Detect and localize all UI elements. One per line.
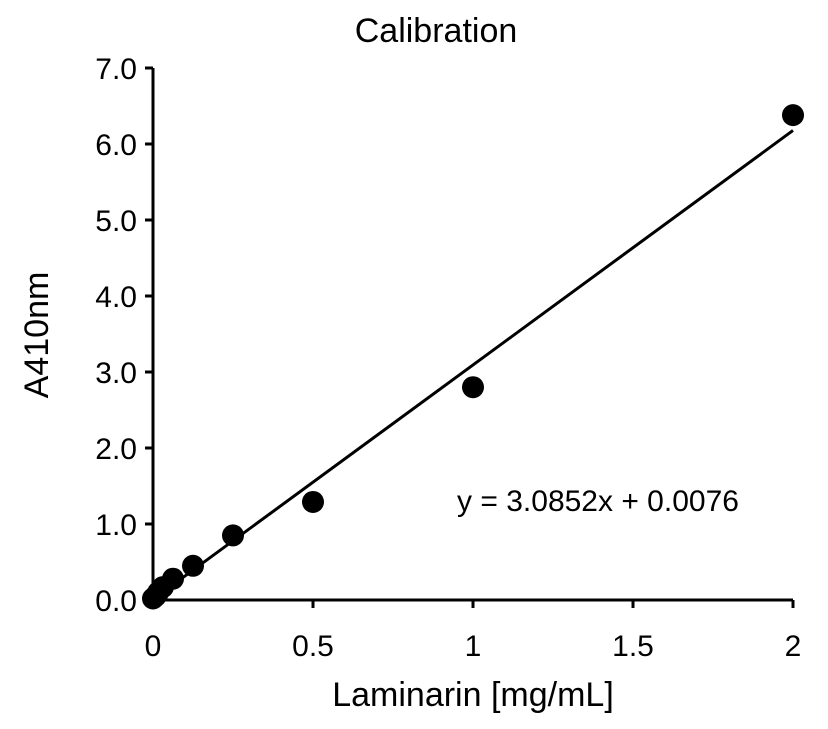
chart-title: Calibration	[355, 12, 518, 50]
y-axis-ticks: 0.0 1.0 2.0 3.0 4.0 5.0 6.0 7.0	[95, 53, 153, 618]
x-tick-label: 1.5	[612, 630, 654, 663]
y-tick-label: 2.0	[95, 433, 137, 466]
x-axis-label: Laminarin [mg/mL]	[332, 676, 614, 714]
trendline	[152, 129, 794, 601]
x-axis-ticks: 0 0.5 1 1.5 2	[145, 600, 802, 663]
x-tick-label: 0.5	[292, 630, 334, 663]
y-tick-label: 1.0	[95, 509, 137, 542]
y-axis-label: A410nm	[18, 272, 56, 399]
x-tick-label: 1	[465, 630, 482, 663]
y-tick-label: 6.0	[95, 129, 137, 162]
y-tick-label: 7.0	[95, 53, 137, 86]
y-tick-label: 3.0	[95, 357, 137, 390]
y-tick-label: 0.0	[95, 585, 137, 618]
data-points	[142, 104, 804, 610]
data-point	[462, 376, 484, 399]
data-point	[182, 554, 204, 577]
x-tick-label: 2	[785, 630, 802, 663]
data-point	[162, 567, 184, 590]
data-point	[302, 490, 324, 513]
x-tick-label: 0	[145, 630, 162, 663]
data-point	[222, 524, 244, 547]
data-point	[782, 104, 804, 127]
y-tick-label: 4.0	[95, 281, 137, 314]
y-tick-label: 5.0	[95, 205, 137, 238]
trendline-equation: y = 3.0852x + 0.0076	[457, 485, 739, 518]
